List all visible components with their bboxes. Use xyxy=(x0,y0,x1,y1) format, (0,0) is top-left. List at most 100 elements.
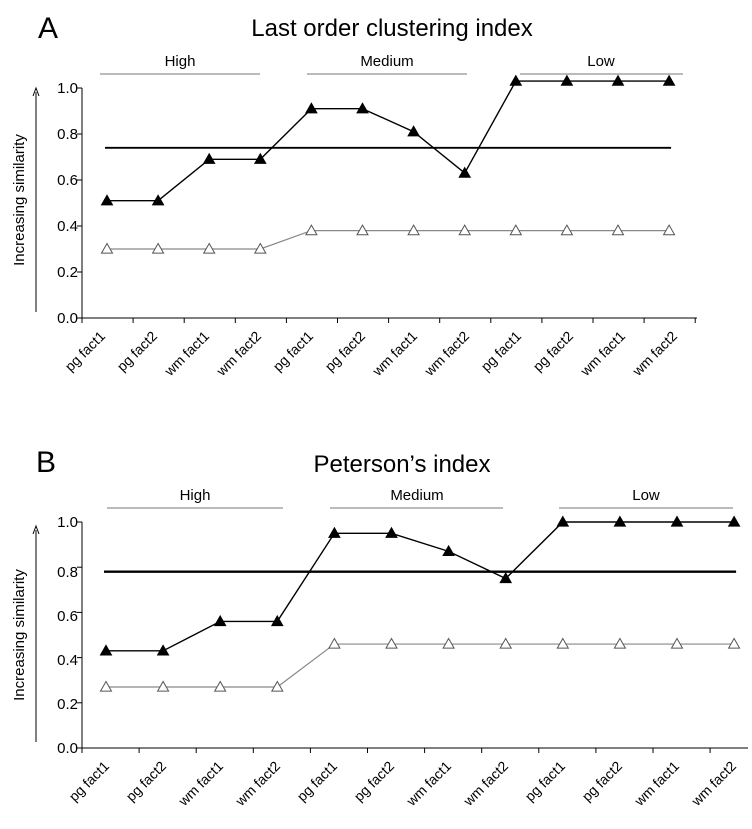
y-tick-label: 0.8 xyxy=(57,564,78,581)
data-point-open-triangle xyxy=(407,224,420,236)
y-axis-label-a: Increasing similarity xyxy=(11,134,28,266)
group-low-label: Low xyxy=(632,487,660,504)
data-point-filled-triangle xyxy=(253,152,267,164)
data-point-open-triangle xyxy=(356,224,369,236)
data-point-filled-triangle xyxy=(100,194,114,206)
y-tick-label: 0.4 xyxy=(57,218,78,235)
y-tick-label: 0.2 xyxy=(57,264,78,281)
data-point-filled-triangle xyxy=(270,614,284,627)
data-point-filled-triangle xyxy=(213,614,227,627)
x-tick-label: wm fact2 xyxy=(212,328,264,380)
panel-b: B Peterson’s index High Medium Low Incre… xyxy=(11,446,748,809)
series-line-filled xyxy=(106,521,735,652)
y-tick-label: 0.2 xyxy=(57,696,78,713)
y-tick-label: 0.6 xyxy=(57,172,78,189)
series-line-open xyxy=(106,643,735,688)
data-point-open-triangle xyxy=(613,637,627,649)
data-point-filled-triangle xyxy=(328,526,341,538)
data-point-open-triangle xyxy=(328,637,341,649)
group-medium-label: Medium xyxy=(390,487,443,504)
y-axis-label-b: Increasing similarity xyxy=(11,569,28,701)
y-tick-labels-b: 0.0 0.2 0.4 0.6 0.8 1.0 xyxy=(57,514,78,757)
data-point-filled-triangle xyxy=(499,571,513,584)
data-point-open-triangle xyxy=(611,224,625,236)
data-point-open-triangle xyxy=(509,224,523,236)
panel-a-title: Last order clustering index xyxy=(251,15,532,42)
data-point-filled-triangle xyxy=(458,166,472,178)
data-point-open-triangle xyxy=(556,637,570,649)
data-point-open-triangle xyxy=(253,242,267,254)
data-point-filled-triangle xyxy=(662,74,676,86)
x-tick-label: pg fact1 xyxy=(294,758,341,805)
data-point-open-triangle xyxy=(305,224,318,236)
data-point-filled-triangle xyxy=(670,515,684,527)
x-tick-label: pg fact1 xyxy=(522,758,569,805)
data-point-filled-triangle xyxy=(99,644,113,656)
panel-b-title: Peterson’s index xyxy=(314,451,491,478)
x-tick-labels-b: pg fact1 pg fact2 wm fact1 wm fact2 pg f… xyxy=(66,758,740,810)
data-point-open-triangle xyxy=(727,637,741,649)
data-point-filled-triangle xyxy=(356,102,369,114)
x-tick-label: wm fact1 xyxy=(630,758,682,810)
data-point-filled-triangle xyxy=(305,102,318,114)
x-tick-label: wm fact1 xyxy=(402,758,454,810)
x-tick-labels-a: pg fact1 pg fact2 wm fact1 wm fact2 pg f… xyxy=(62,328,681,380)
group-high-label: High xyxy=(165,53,196,70)
data-point-open-triangle xyxy=(560,224,574,236)
data-point-open-triangle xyxy=(270,680,284,692)
data-point-filled-triangle xyxy=(442,544,455,557)
data-point-open-triangle xyxy=(499,637,513,649)
plot-area-a xyxy=(77,74,697,323)
data-point-filled-triangle xyxy=(556,515,570,527)
x-tick-label: wm fact1 xyxy=(368,328,420,380)
data-point-filled-triangle xyxy=(611,74,625,86)
data-point-open-triangle xyxy=(100,242,114,254)
data-point-open-triangle xyxy=(151,242,165,254)
data-point-filled-triangle xyxy=(385,526,398,538)
x-tick-label: pg fact2 xyxy=(351,758,398,805)
x-tick-label: wm fact1 xyxy=(160,328,212,380)
data-point-open-triangle xyxy=(156,680,170,692)
data-point-filled-triangle xyxy=(407,125,420,137)
x-tick-label: pg fact2 xyxy=(579,758,626,805)
data-point-filled-triangle xyxy=(613,515,627,527)
group-high-label: High xyxy=(180,487,211,504)
y-tick-label: 0.0 xyxy=(57,740,78,757)
panel-a: A Last order clustering index High Mediu… xyxy=(11,12,697,379)
data-point-filled-triangle xyxy=(560,74,574,86)
y-tick-label: 1.0 xyxy=(57,80,78,97)
y-axis-arrowhead-a xyxy=(32,86,40,97)
y-tick-label: 1.0 xyxy=(57,514,78,531)
x-tick-label: wm fact1 xyxy=(576,328,628,380)
y-tick-labels-a: 0.0 0.2 0.4 0.6 0.8 1.0 xyxy=(57,80,78,327)
x-tick-label: pg fact1 xyxy=(66,758,113,805)
data-point-open-triangle xyxy=(442,637,455,649)
x-tick-label: wm fact1 xyxy=(174,758,226,810)
panel-b-letter: B xyxy=(36,446,56,479)
data-point-filled-triangle xyxy=(156,644,170,656)
group-low-label: Low xyxy=(587,53,615,70)
x-tick-label: wm fact2 xyxy=(420,328,472,380)
data-point-open-triangle xyxy=(213,680,227,692)
x-tick-label: wm fact2 xyxy=(687,758,739,810)
group-medium-label: Medium xyxy=(360,53,413,70)
plot-area-b xyxy=(77,515,748,753)
x-tick-label: pg fact2 xyxy=(123,758,170,805)
data-point-open-triangle xyxy=(670,637,684,649)
data-point-open-triangle xyxy=(662,224,676,236)
data-point-open-triangle xyxy=(99,680,113,692)
y-axis-arrowhead-b xyxy=(32,524,40,535)
data-point-open-triangle xyxy=(202,242,216,254)
x-tick-label: wm fact2 xyxy=(459,758,511,810)
y-tick-label: 0.4 xyxy=(57,652,78,669)
y-tick-label: 0.0 xyxy=(57,310,78,327)
x-tick-label: pg fact2 xyxy=(114,328,161,375)
x-tick-label: pg fact2 xyxy=(322,328,369,375)
data-point-filled-triangle xyxy=(509,74,523,86)
series-line-filled xyxy=(107,80,670,202)
data-point-open-triangle xyxy=(458,224,472,236)
x-tick-label: pg fact2 xyxy=(530,328,577,375)
x-tick-label: pg fact1 xyxy=(62,328,109,375)
y-tick-label: 0.8 xyxy=(57,126,78,143)
